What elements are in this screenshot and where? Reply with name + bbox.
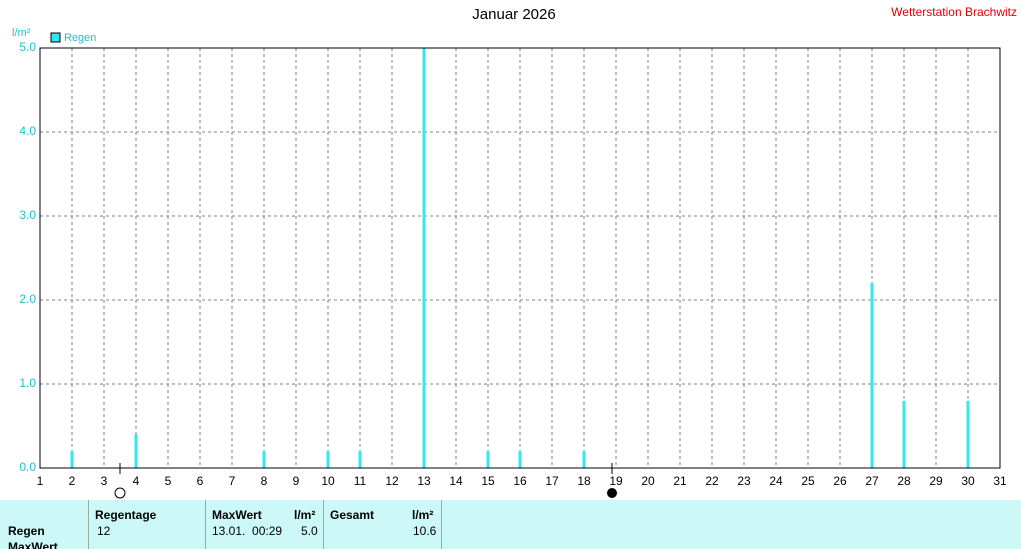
x-tick-label: 18 (577, 474, 591, 488)
x-tick-label: 31 (993, 474, 1007, 488)
bar (870, 283, 874, 468)
y-tick-label: 5.0 (19, 40, 36, 54)
y-tick-label: 3.0 (19, 208, 36, 222)
header: Regentage (95, 508, 157, 522)
bar (518, 451, 522, 468)
x-tick-label: 8 (261, 474, 268, 488)
bar (358, 451, 362, 468)
x-tick-label: 22 (705, 474, 719, 488)
bar (326, 451, 330, 468)
x-tick-label: 21 (673, 474, 687, 488)
cell: 10.6 (413, 524, 437, 538)
bar (486, 451, 490, 468)
column-separator (205, 500, 206, 549)
header: l/m² (294, 508, 316, 522)
x-tick-label: 7 (229, 474, 236, 488)
full-moon-icon (114, 487, 126, 499)
x-tick-label: 2 (69, 474, 76, 488)
bar (966, 400, 970, 468)
legend-label: Regen (64, 32, 96, 44)
x-tick-label: 4 (133, 474, 140, 488)
x-tick-label: 11 (354, 474, 367, 488)
x-tick-label: 25 (801, 474, 815, 488)
x-tick-label: 28 (897, 474, 911, 488)
x-tick-label: 13 (417, 474, 431, 488)
y-tick-label: 4.0 (19, 124, 36, 138)
x-tick-label: 9 (293, 474, 300, 488)
x-tick-label: 3 (101, 474, 108, 488)
bar (262, 451, 266, 468)
x-tick-label: 23 (737, 474, 751, 488)
column-separator (88, 500, 89, 549)
x-tick-label: 10 (321, 474, 335, 488)
x-tick-label: 1 (37, 474, 44, 488)
x-tick-label: 27 (865, 474, 879, 488)
y-tick-label: 2.0 (19, 292, 36, 306)
chart: Januar 2026 Wetterstation Brachwitz l/m²… (12, 5, 1017, 499)
cell: 5.0 (301, 524, 318, 538)
header: l/m² (412, 508, 434, 522)
x-tick-label: 6 (197, 474, 204, 488)
column-separator (441, 500, 442, 549)
x-tick-label: 14 (449, 474, 463, 488)
bar (134, 434, 138, 468)
header: Gesamt (330, 508, 375, 522)
x-tick-label: 20 (641, 474, 655, 488)
cell: 13.01. 00:29 (212, 524, 283, 538)
cell: 12 (97, 524, 111, 538)
row-label: Regen (8, 524, 45, 538)
summary-table: Regentage MaxWert l/m² Gesamt l/m² Regen… (0, 500, 1021, 549)
x-tick-label: 29 (929, 474, 943, 488)
row-label: MaxWert (8, 540, 58, 549)
legend-swatch (50, 32, 61, 43)
y-tick-label: 1.0 (19, 376, 36, 390)
x-tick-label: 16 (513, 474, 527, 488)
x-tick-label: 19 (609, 474, 623, 488)
bar (582, 451, 586, 468)
chart-title: Januar 2026 (472, 6, 555, 23)
x-tick-label: 30 (961, 474, 975, 488)
bar (422, 48, 426, 468)
bar (902, 400, 906, 468)
y-tick-label: 0.0 (19, 460, 36, 474)
bar (70, 451, 74, 468)
column-separator (323, 500, 324, 549)
x-tick-label: 24 (769, 474, 783, 488)
y-axis-label: l/m² (12, 27, 31, 39)
x-tick-label: 15 (481, 474, 495, 488)
new-moon-icon (607, 488, 617, 498)
plot-frame (39, 47, 1001, 469)
x-tick-label: 26 (833, 474, 847, 488)
station-name: Wetterstation Brachwitz (891, 5, 1017, 19)
x-tick-label: 5 (165, 474, 172, 488)
x-tick-label: 12 (385, 474, 399, 488)
x-tick-label: 17 (545, 474, 559, 488)
header: MaxWert (212, 508, 262, 522)
